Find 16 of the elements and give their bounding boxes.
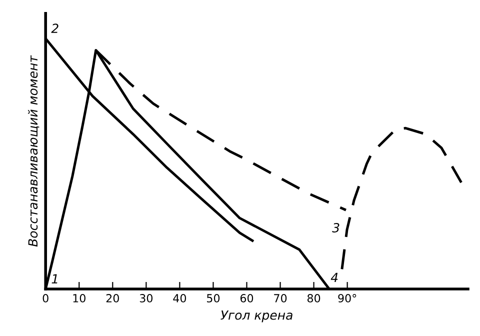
annotation: 4 <box>330 272 338 282</box>
x-tick-label: 50 <box>207 294 220 302</box>
annotation: 3 <box>332 223 340 232</box>
x-tick-label: 80 <box>307 294 320 302</box>
x-tick-label: 20 <box>106 294 119 302</box>
x-tick-label: 90° <box>338 294 356 302</box>
annotation: 2 <box>51 24 58 33</box>
x-axis-title: Угол крена <box>220 310 292 322</box>
y-axis-title: Восстанавливающий момент <box>28 55 40 247</box>
x-tick-label: 70 <box>274 294 287 302</box>
x-tick-label: 60 <box>240 294 254 302</box>
x-tick-label: 40 <box>173 294 186 302</box>
annotation: 1 <box>52 274 58 284</box>
x-tick-label: 30 <box>140 294 153 302</box>
x-tick-label: 0 <box>42 294 48 302</box>
x-tick-label: 10 <box>73 294 86 302</box>
